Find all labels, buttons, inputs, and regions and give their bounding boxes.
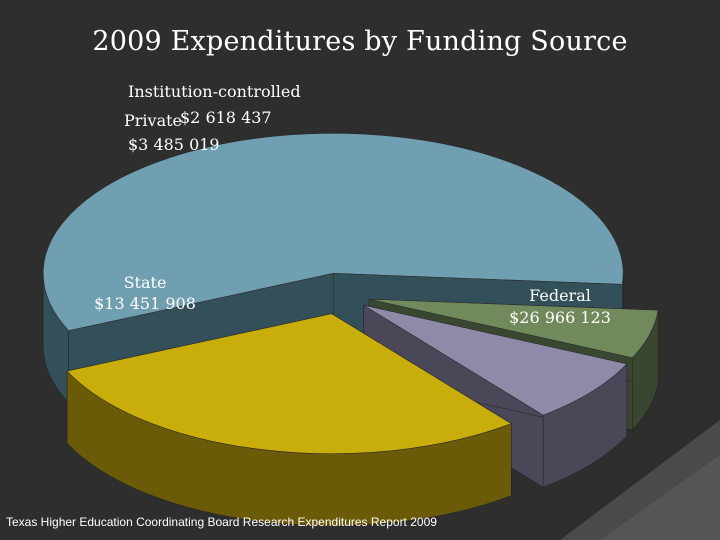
slice-institution-controlled [368,298,659,359]
slice-label-federal: Federal [529,286,591,305]
slice-value-institution-controlled: $2 618 437 [180,108,272,127]
slice-state [66,313,512,454]
slice-federal [42,133,624,331]
page-title: 2009 Expenditures by Funding Source [92,26,628,57]
source-note: Texas Higher Education Coordinating Boar… [6,515,437,529]
slice-label-state: State [124,273,167,292]
slice-value-state: $13 451 908 [94,294,196,313]
slice-value-federal: $26 966 123 [509,308,611,327]
slice-label-institution-controlled: Institution-controlled [128,82,301,101]
slice-label-private: Private [124,111,182,130]
slice-value-private: $3 485 019 [128,135,220,154]
slice-private [363,304,628,416]
